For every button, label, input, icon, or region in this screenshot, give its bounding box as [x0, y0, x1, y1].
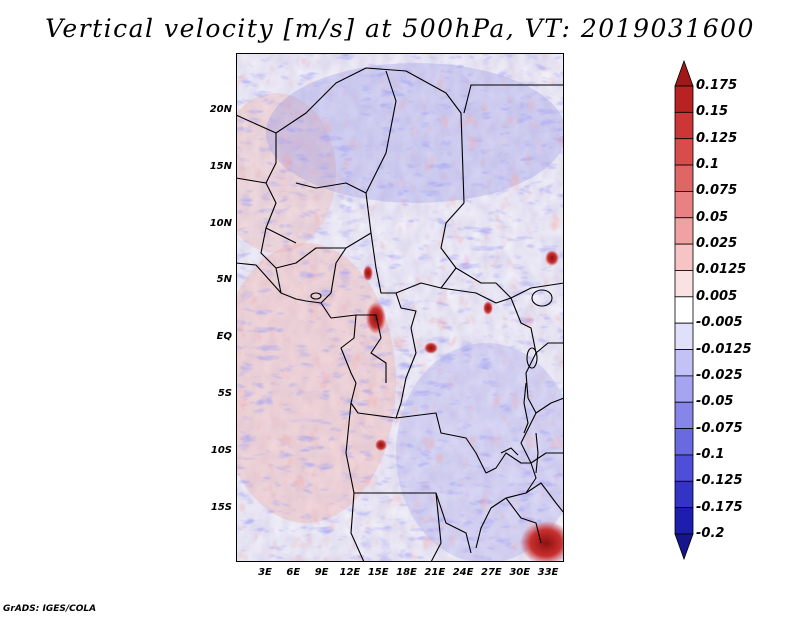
latitude-label: 20N: [209, 104, 232, 115]
longitude-label: 6E: [286, 567, 301, 578]
hotspot-south: [375, 439, 387, 451]
colorbar-label: -0.025: [696, 367, 743, 383]
latitude-label: 10S: [210, 444, 232, 456]
colorbar-label: -0.2: [696, 526, 725, 541]
hotspot-east: [483, 301, 493, 315]
longitude-label: 15E: [367, 567, 389, 578]
colorbar-label: 0.15: [696, 104, 729, 120]
colorbar-segment: [674, 164, 694, 192]
latitude-label: 15N: [209, 160, 232, 172]
longitude-label: 33E: [537, 567, 559, 578]
colorbar-segment: [674, 507, 694, 535]
map-frame: [236, 53, 564, 562]
latitude-label: 15S: [210, 501, 232, 513]
country-boundaries: [235, 67, 565, 563]
colorbar-segment: [674, 217, 694, 245]
colorbar-label: -0.125: [696, 473, 743, 489]
longitude-label: 27E: [481, 567, 502, 578]
longitude-label: 24E: [452, 567, 474, 578]
longitude-label: 9E: [314, 567, 329, 578]
colorbar-segment: [674, 428, 694, 456]
colorbar-segment: [674, 349, 694, 377]
field-red-streaks: [236, 53, 564, 562]
colorbar-segment: [674, 322, 694, 350]
colorbar-label: -0.005: [696, 315, 743, 331]
colorbar-segment: [674, 401, 694, 429]
colorbar-label: -0.175: [696, 499, 743, 515]
colorbar-segment: [674, 480, 694, 509]
longitude-label: 12E: [339, 567, 361, 578]
longitude-label: 30E: [509, 567, 531, 578]
colorbar-label: -0.075: [696, 420, 743, 436]
latitude-label: EQ: [216, 331, 232, 343]
colorbar-bottom-arrow: [674, 533, 694, 560]
vertical-velocity-map: [216, 53, 576, 565]
colorbar-segment: [674, 111, 694, 140]
colorbar-label: 0.175: [696, 78, 738, 93]
colorbar: [674, 60, 694, 560]
colorbar-label: -0.1: [696, 446, 725, 462]
colorbar-label: -0.0125: [696, 341, 752, 357]
hotspot-central-north: [363, 265, 373, 281]
colorbar-segment: [674, 243, 694, 271]
colorbar-label: 0.075: [696, 183, 738, 199]
colorbar-label: 0.0125: [696, 262, 747, 278]
latitude-label: 5S: [217, 388, 232, 399]
latitude-label: 10N: [209, 217, 232, 229]
colorbar-top-arrow: [674, 60, 694, 87]
colorbar-segment: [674, 138, 694, 166]
colorbar-label: 0.1: [696, 157, 720, 173]
map-canvas: [216, 53, 576, 565]
credit-footer: GrADS: IGES/COLA: [3, 604, 97, 614]
colorbar-segment: [674, 296, 694, 324]
longitude-label: 21E: [424, 567, 446, 578]
colorbar-segment: [674, 375, 694, 403]
colorbar-label: 0.005: [696, 288, 738, 304]
hotspot-southeast: [520, 521, 572, 565]
colorbar-label: 0.125: [696, 130, 738, 146]
colorbar-segment: [674, 270, 694, 298]
hotspot-central: [366, 302, 386, 334]
colorbar-segment: [674, 454, 694, 482]
latitude-label: 5N: [216, 274, 232, 286]
colorbar-label: 0.025: [696, 236, 738, 252]
hotspot-northeast: [545, 250, 559, 266]
longitude-label: 3E: [258, 567, 272, 578]
colorbar-segment: [674, 191, 694, 219]
colorbar-label: 0.05: [696, 209, 729, 225]
map-title: Vertical velocity [m/s] at 500hPa, VT: 2…: [45, 14, 755, 43]
longitude-label: 18E: [396, 567, 417, 578]
hotspot-congo: [424, 342, 438, 354]
colorbar-segment: [674, 85, 694, 113]
colorbar-label: -0.05: [696, 394, 734, 410]
